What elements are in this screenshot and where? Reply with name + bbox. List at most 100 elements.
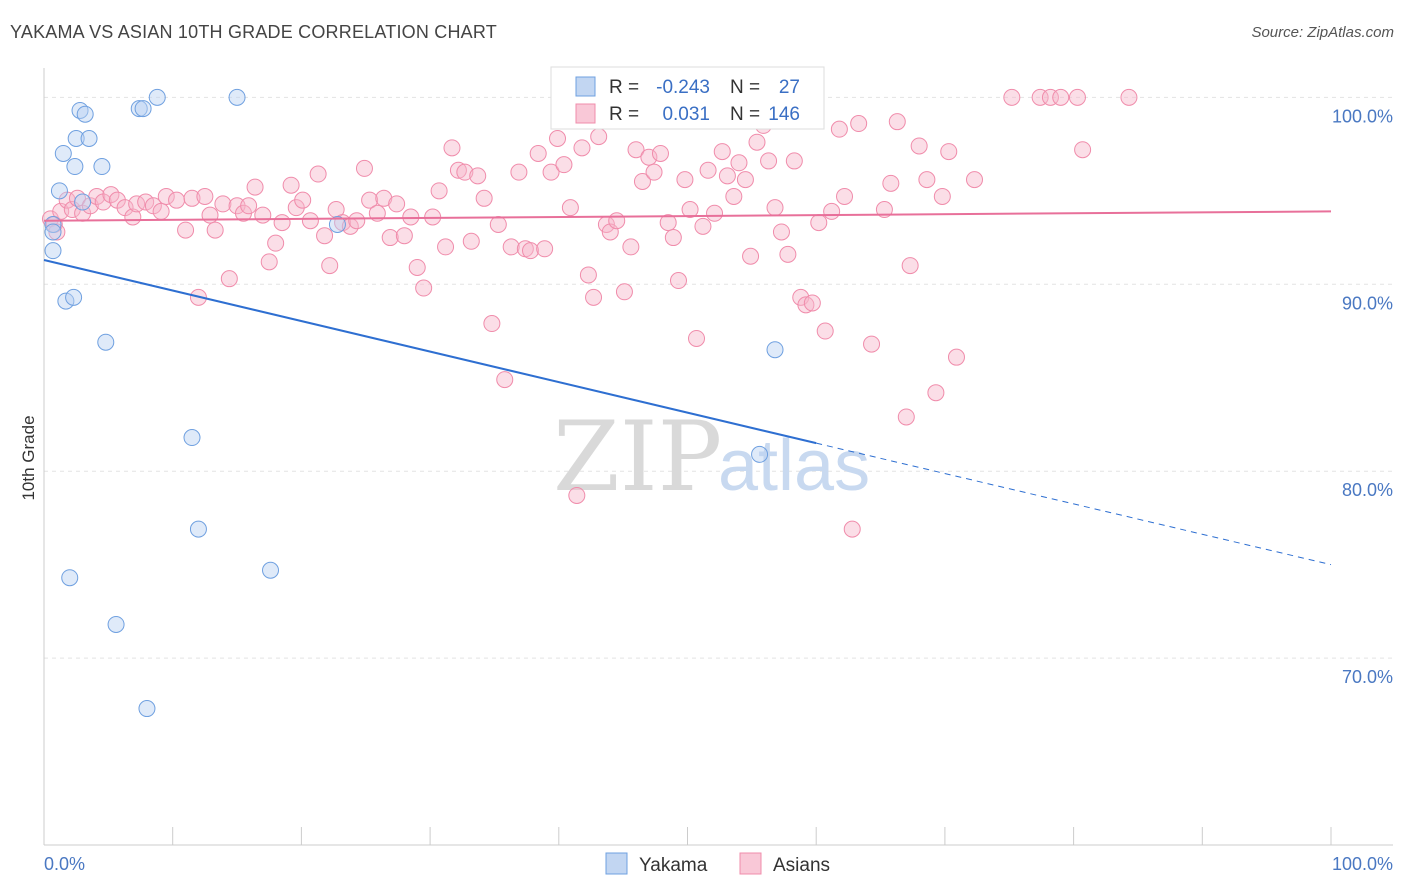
asians-point-61 xyxy=(443,139,461,157)
asians-point-96 xyxy=(664,229,682,247)
asians-point-140 xyxy=(1003,88,1021,106)
asians-point-73 xyxy=(521,242,539,260)
asians-point-34 xyxy=(260,253,278,271)
asians-point-18 xyxy=(152,202,170,220)
asians-point-49 xyxy=(361,191,379,209)
asians-point-109 xyxy=(742,247,760,265)
asians-point-98 xyxy=(676,171,694,189)
asians-point-69 xyxy=(496,371,514,389)
asians-point-82 xyxy=(579,266,597,284)
watermark-zip: ZIP xyxy=(553,401,722,513)
yakama-trend-extension xyxy=(816,442,1332,566)
x-tick-label-left: 0.0% xyxy=(44,854,85,874)
asians-point-97 xyxy=(669,272,687,290)
yakama-point-4 xyxy=(54,144,72,162)
asians-point-124 xyxy=(836,187,854,205)
legend-n-value-1: 27 xyxy=(779,77,800,98)
asians-point-53 xyxy=(388,195,406,213)
legend-swatch-yakama xyxy=(575,76,596,97)
asians-point-126 xyxy=(850,115,868,133)
asians-point-75 xyxy=(536,240,554,258)
yakama-point-2 xyxy=(44,223,62,241)
asians-point-145 xyxy=(1074,141,1092,159)
legend-box xyxy=(550,66,825,130)
yakama-point-24 xyxy=(262,561,280,579)
asians-point-94 xyxy=(651,144,669,162)
yakama-point-3 xyxy=(50,182,68,200)
asians-point-99 xyxy=(681,201,699,219)
asians-point-134 xyxy=(918,171,936,189)
asians-point-33 xyxy=(254,206,272,224)
asians-point-142 xyxy=(1041,88,1059,106)
asians-point-89 xyxy=(622,238,640,256)
asians-point-70 xyxy=(502,238,520,256)
yakama-point-6 xyxy=(61,569,79,587)
asians-point-35 xyxy=(267,234,285,252)
yakama-point-20 xyxy=(148,88,166,106)
asians-point-136 xyxy=(933,187,951,205)
watermark: ZIP atlas xyxy=(553,401,870,513)
yakama-point-23 xyxy=(228,88,246,106)
yakama-point-18 xyxy=(134,100,152,118)
yakama-point-5 xyxy=(57,292,75,310)
asians-point-137 xyxy=(940,143,958,161)
asians-point-60 xyxy=(437,238,455,256)
asians-point-113 xyxy=(766,199,784,217)
yakama-point-12 xyxy=(76,105,94,123)
bottom-legend: Yakama Asians xyxy=(605,852,830,876)
legend: R = -0.243 N = 27 R = 0.031 N = 146 xyxy=(550,66,825,130)
legend-n-value-2: 146 xyxy=(768,104,800,125)
asians-point-26 xyxy=(206,221,224,239)
source-credit: Source: ZipAtlas.com xyxy=(1251,24,1394,41)
asians-point-107 xyxy=(730,154,748,172)
asians-point-37 xyxy=(282,176,300,194)
yakama-point-27 xyxy=(766,341,784,359)
asians-trend-line xyxy=(43,210,1332,222)
asians-point-114 xyxy=(772,223,790,241)
asians-point-11 xyxy=(102,186,120,204)
asians-point-116 xyxy=(785,152,803,170)
asians-point-90 xyxy=(627,141,645,159)
asians-point-25 xyxy=(201,206,219,224)
asians-point-91 xyxy=(633,172,651,190)
asians-point-47 xyxy=(348,212,366,230)
yakama-point-9 xyxy=(67,130,85,147)
yakama-point-11 xyxy=(74,193,92,211)
legend-r-label-2: R = xyxy=(609,104,639,125)
asians-point-146 xyxy=(1120,88,1138,106)
bottom-legend-label-asians: Asians xyxy=(773,855,830,876)
yakama-point-21 xyxy=(183,429,201,447)
y-tick-label-0: 100.0% xyxy=(1332,106,1393,126)
yakama-trend-line xyxy=(43,259,817,445)
asians-point-59 xyxy=(430,182,448,200)
legend-n-label-1: N = xyxy=(730,77,760,98)
asians-point-42 xyxy=(316,227,334,245)
asians-point-80 xyxy=(568,486,586,504)
asians-point-87 xyxy=(608,212,626,230)
yakama-point-7 xyxy=(65,288,83,306)
asians-point-64 xyxy=(462,232,480,250)
asians-point-77 xyxy=(549,130,567,147)
asians-point-93 xyxy=(645,163,663,181)
trend-lines xyxy=(43,210,1332,566)
asians-point-95 xyxy=(659,214,677,232)
asians-point-132 xyxy=(901,257,919,275)
asians-point-8 xyxy=(81,197,99,215)
asians-point-31 xyxy=(240,197,258,215)
yakama-point-13 xyxy=(80,130,98,147)
asians-point-36 xyxy=(273,214,291,232)
yakama-point-25 xyxy=(328,215,346,233)
asians-point-71 xyxy=(510,163,528,181)
asians-point-55 xyxy=(402,208,420,226)
asians-point-131 xyxy=(897,408,915,426)
asians-point-24 xyxy=(196,187,214,205)
asians-point-68 xyxy=(489,215,507,233)
asians-point-28 xyxy=(220,270,238,288)
asians-point-135 xyxy=(927,384,945,402)
bottom-legend-label-yakama: Yakama xyxy=(639,855,708,876)
asians-point-121 xyxy=(816,322,834,340)
legend-r-value-1: -0.243 xyxy=(656,77,710,98)
asians-point-103 xyxy=(706,204,724,222)
asians-point-118 xyxy=(797,296,815,314)
